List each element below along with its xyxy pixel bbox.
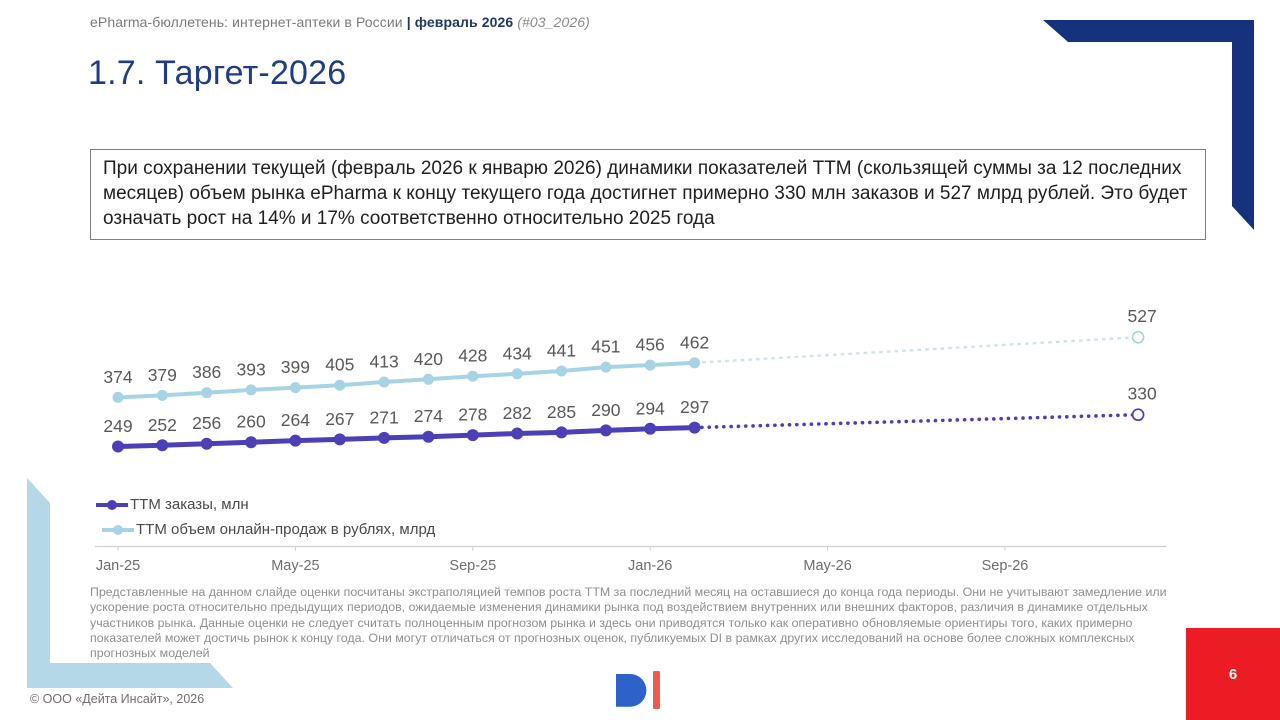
chart-legend: ТТМ заказы, млн ТТМ объем онлайн-продаж … xyxy=(96,492,435,542)
data-point xyxy=(466,429,479,442)
summary-textbox: При сохранении текущей (февраль 2026 к я… xyxy=(90,149,1206,240)
data-point xyxy=(378,376,390,388)
data-label: 271 xyxy=(369,407,398,427)
data-label: 256 xyxy=(192,413,221,433)
data-label: 249 xyxy=(103,416,132,436)
page-number: 6 xyxy=(1228,665,1238,683)
data-label: 282 xyxy=(503,403,532,423)
data-label: 462 xyxy=(680,332,709,352)
data-insight-logo-icon xyxy=(616,671,660,709)
data-point xyxy=(245,436,258,449)
header-prefix: ePharma-бюллетень: интернет-аптеки в Рос… xyxy=(90,14,407,30)
header-issue-number: (#03_2026) xyxy=(513,14,590,30)
data-point xyxy=(555,426,568,439)
data-point xyxy=(112,391,124,403)
data-label: 434 xyxy=(503,343,532,363)
data-point xyxy=(245,384,257,396)
data-point xyxy=(112,440,124,453)
data-label: 413 xyxy=(369,352,398,372)
data-label: 399 xyxy=(281,357,310,377)
x-axis-label: Jan-25 xyxy=(96,558,140,574)
methodology-disclaimer: Представленные на данном слайде оценки п… xyxy=(90,585,1167,661)
data-point xyxy=(644,359,656,371)
legend-marker-line-dot-icon xyxy=(96,499,128,510)
data-label: 405 xyxy=(325,355,354,375)
series-0: 249 252 256 260 264 267 271 274 278 282 285 290 294 2… xyxy=(103,384,1157,453)
data-label: 386 xyxy=(192,362,221,382)
forecast-label: 330 xyxy=(1127,384,1156,404)
data-label: 278 xyxy=(458,405,487,425)
data-point xyxy=(422,373,434,385)
series-1: 374 379 386 393 399 405 413 420 428 434 441 451 456 4… xyxy=(103,306,1157,403)
data-label: 393 xyxy=(236,359,265,379)
forecast-endpoint xyxy=(1131,330,1145,344)
slide-header: ePharma-бюллетень: интернет-аптеки в Рос… xyxy=(90,14,590,30)
data-label: 420 xyxy=(414,349,443,369)
data-point xyxy=(334,379,346,391)
logo-letter-i xyxy=(653,671,660,709)
data-point xyxy=(644,422,657,435)
data-point xyxy=(511,368,523,380)
legend-label-sales: ТТМ объем онлайн-продаж в рублях, млрд xyxy=(136,521,436,538)
data-point xyxy=(201,387,213,399)
data-point xyxy=(599,424,612,437)
x-axis-label: Sep-25 xyxy=(449,558,496,574)
data-point xyxy=(689,357,701,369)
data-point xyxy=(688,421,701,434)
data-label: 294 xyxy=(636,398,665,418)
data-label: 374 xyxy=(103,367,132,387)
legend-marker-line-dot-icon xyxy=(102,524,134,535)
data-label: 285 xyxy=(547,402,576,422)
forecast-label: 527 xyxy=(1127,306,1156,326)
legend-label-orders: ТТМ заказы, млн xyxy=(130,496,249,513)
data-label: 274 xyxy=(414,406,443,426)
data-point xyxy=(556,365,567,377)
data-point xyxy=(333,433,346,446)
data-point xyxy=(378,431,391,444)
x-axis-label: May-26 xyxy=(803,558,851,574)
logo-letter-d xyxy=(616,674,647,707)
x-axis-label: Jan-26 xyxy=(628,558,672,574)
legend-item-sales: ТТМ объем онлайн-продаж в рублях, млрд xyxy=(96,517,435,542)
data-point xyxy=(289,382,301,394)
forecast-endpoint xyxy=(1131,408,1145,422)
header-issue-date: | февраль 2026 xyxy=(406,14,514,30)
x-axis-label: May-25 xyxy=(271,558,319,574)
data-label: 264 xyxy=(281,410,310,430)
series-line xyxy=(116,360,697,400)
copyright-note: © ООО «Дейта Инсайт», 2026 xyxy=(30,692,205,706)
data-label: 441 xyxy=(547,341,576,361)
data-label: 428 xyxy=(458,346,487,366)
data-point xyxy=(156,439,169,452)
forecast-line xyxy=(694,336,1139,364)
data-point xyxy=(156,389,168,401)
data-label: 297 xyxy=(680,397,709,417)
data-point xyxy=(511,427,524,440)
forecast-line xyxy=(692,412,1140,430)
page-number-box: 6 xyxy=(1186,628,1280,720)
data-label: 451 xyxy=(591,337,620,357)
data-label: 267 xyxy=(325,409,354,429)
data-point xyxy=(200,437,213,450)
x-axis-label: Sep-26 xyxy=(982,558,1029,574)
data-point xyxy=(600,361,612,373)
data-point xyxy=(422,430,435,443)
data-label: 379 xyxy=(148,365,177,385)
data-point xyxy=(289,434,302,447)
data-label: 252 xyxy=(148,415,177,435)
series-line xyxy=(115,425,698,449)
data-label: 456 xyxy=(636,335,665,355)
data-label: 260 xyxy=(236,412,265,432)
page-title: 1.7. Таргет-2026 xyxy=(88,54,347,92)
legend-item-orders: ТТМ заказы, млн xyxy=(96,492,435,517)
data-label: 290 xyxy=(591,400,620,420)
data-point xyxy=(467,370,479,382)
